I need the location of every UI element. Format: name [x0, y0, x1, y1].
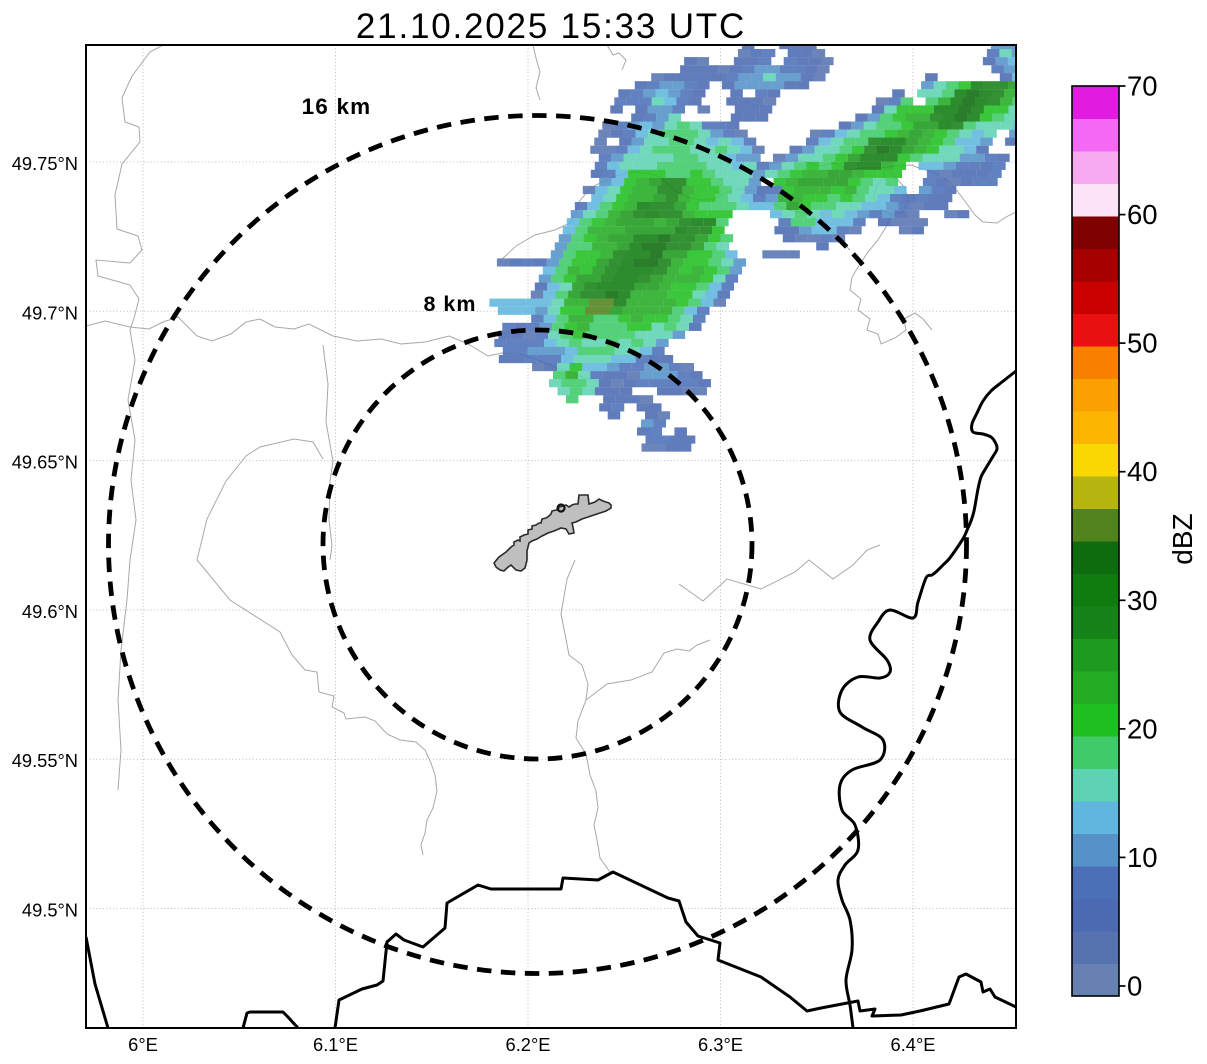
svg-text:0: 0: [1127, 971, 1142, 1002]
svg-text:6.3°E: 6.3°E: [698, 1034, 743, 1055]
svg-text:6°E: 6°E: [128, 1034, 158, 1055]
svg-text:21.10.2025 15:33 UTC: 21.10.2025 15:33 UTC: [356, 7, 746, 46]
svg-text:16 km: 16 km: [302, 94, 372, 119]
svg-text:49.75°N: 49.75°N: [12, 153, 78, 174]
svg-text:49.55°N: 49.55°N: [12, 750, 78, 771]
svg-text:70: 70: [1127, 71, 1158, 102]
svg-text:dBZ: dBZ: [1167, 513, 1198, 564]
svg-text:49.5°N: 49.5°N: [22, 900, 78, 921]
svg-text:20: 20: [1127, 713, 1158, 744]
svg-text:49.65°N: 49.65°N: [12, 452, 78, 473]
svg-text:49.7°N: 49.7°N: [22, 302, 78, 323]
svg-text:50: 50: [1127, 328, 1158, 359]
svg-text:8 km: 8 km: [423, 292, 476, 316]
svg-text:10: 10: [1127, 842, 1158, 873]
svg-text:49.6°N: 49.6°N: [22, 601, 78, 622]
svg-text:40: 40: [1127, 456, 1158, 487]
svg-text:30: 30: [1127, 585, 1158, 616]
svg-text:6.4°E: 6.4°E: [891, 1034, 936, 1055]
svg-text:6.1°E: 6.1°E: [313, 1034, 358, 1055]
svg-text:6.2°E: 6.2°E: [506, 1034, 551, 1055]
svg-text:60: 60: [1127, 199, 1158, 230]
